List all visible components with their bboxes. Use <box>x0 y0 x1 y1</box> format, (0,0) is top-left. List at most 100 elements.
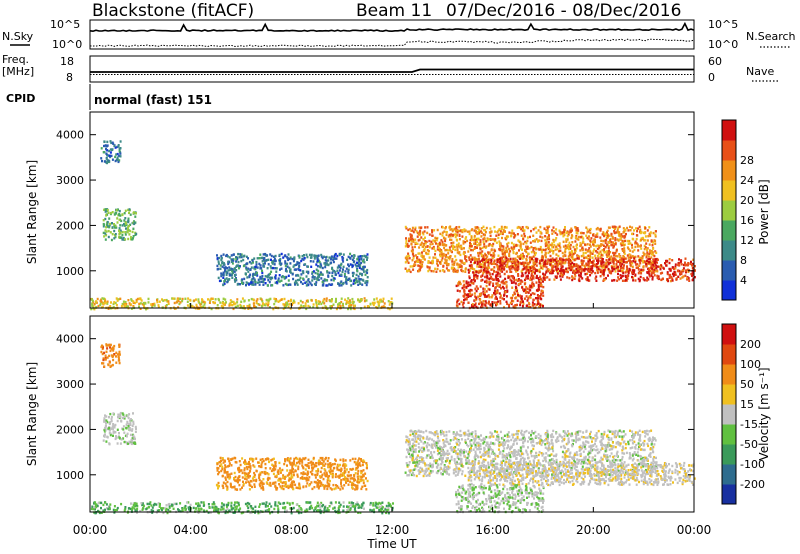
echo-cell-4 <box>627 247 630 251</box>
echo-cell-5 <box>529 258 532 261</box>
echo-cell-4 <box>586 243 589 246</box>
echo-cell-0 <box>324 506 326 509</box>
echo-cell-6 <box>487 302 490 305</box>
nave-tick-top: 60 <box>708 55 722 68</box>
echo-cell-4 <box>476 265 479 268</box>
echo-cell-5 <box>509 257 512 261</box>
echo-cell-3 <box>305 280 308 284</box>
echo-cell-4 <box>413 264 416 267</box>
echo-cell-0 <box>383 302 386 305</box>
echo-cell-2 <box>100 147 103 150</box>
echo-cell-1 <box>108 226 111 229</box>
echo-cell-4 <box>631 250 634 253</box>
echo-cell-6 <box>535 281 538 284</box>
echo-cell-5 <box>530 274 533 277</box>
echo-cell-6 <box>488 288 491 291</box>
echo-cell-1 <box>112 412 115 415</box>
echo-cell-4 <box>425 251 428 255</box>
echo-cell-4 <box>589 227 592 231</box>
echo-cell-1 <box>119 411 122 415</box>
echo-cell-4 <box>646 229 649 232</box>
echo-cell-2 <box>107 363 110 367</box>
echo-cell-4 <box>454 230 457 233</box>
echo-cell-0 <box>326 507 329 510</box>
echo-cell-4 <box>618 238 621 241</box>
echo-cell-6 <box>537 301 540 305</box>
echo-cell-3 <box>315 481 317 484</box>
echo-cell-6 <box>485 290 488 293</box>
echo-cell-4 <box>525 245 528 248</box>
echo-cell-3 <box>354 281 357 285</box>
echo-cell-0 <box>250 507 253 510</box>
echo-cell-4 <box>520 270 523 273</box>
echo-cell-2 <box>119 140 122 143</box>
echo-cell-0 <box>337 511 340 515</box>
echo-cell-3 <box>328 283 331 286</box>
echo-cell-4 <box>459 229 462 232</box>
echo-cell-0 <box>325 299 328 303</box>
echo-cell-0 <box>232 300 235 304</box>
echo-cell-0 <box>289 507 292 510</box>
echo-cell-5 <box>481 274 484 277</box>
echo-cell-4 <box>629 242 632 245</box>
echo-cell-4 <box>505 235 508 238</box>
echo-cell-0 <box>165 507 168 511</box>
echo-cell-0 <box>375 306 378 309</box>
echo-cell-0 <box>360 506 363 509</box>
echo-cell-4 <box>485 245 488 248</box>
echo-cell-4 <box>551 229 554 232</box>
echo-cell-5 <box>664 262 666 265</box>
echo-cell-4 <box>571 265 574 269</box>
echo-cell-0 <box>379 507 382 511</box>
echo-cell-5 <box>554 275 557 278</box>
echo-cell-0 <box>125 305 128 308</box>
echo-cell-5 <box>595 266 598 269</box>
echo-cell-3 <box>366 253 369 256</box>
echo-cell-3 <box>260 280 263 283</box>
echo-cell-0 <box>314 299 317 302</box>
echo-cell-3 <box>298 462 301 465</box>
echo-cell-4 <box>495 270 498 274</box>
echo-cell-5 <box>493 269 495 273</box>
echo-cell-0 <box>260 304 263 308</box>
echo-cell-4 <box>438 261 441 264</box>
echo-cell-2 <box>118 345 121 348</box>
echo-cell-4 <box>619 235 622 238</box>
echo-cell-5 <box>626 267 629 270</box>
echo-cell-1 <box>122 428 125 431</box>
echo-cell-3 <box>280 279 283 282</box>
echo-cell-4 <box>474 238 477 242</box>
echo-cell-5 <box>516 279 519 283</box>
echo-cell-4 <box>610 232 613 236</box>
echo-cell-5 <box>527 262 530 265</box>
echo-cell-4 <box>422 245 425 248</box>
echo-cell-4 <box>484 231 487 234</box>
echo-cell-4 <box>612 243 615 246</box>
echo-cell-1 <box>118 229 121 232</box>
echo-cell-4 <box>567 244 570 247</box>
echo-cell-3 <box>248 275 251 279</box>
echo-cell-6 <box>542 280 544 283</box>
echo-cell-0 <box>337 303 339 306</box>
echo-cell-0 <box>342 509 345 512</box>
echo-cell-0 <box>124 506 127 509</box>
echo-cell-3 <box>239 253 242 256</box>
echo-cell-5 <box>579 265 582 269</box>
echo-cell-3 <box>358 280 361 283</box>
echo-cell-5 <box>568 266 571 270</box>
echo-cell-4 <box>563 232 565 235</box>
echo-cell-3 <box>275 270 278 273</box>
echo-cell-4 <box>592 234 594 237</box>
echo-cell-4 <box>621 249 624 252</box>
echo-cell-4 <box>603 234 605 238</box>
echo-cell-4 <box>628 239 631 243</box>
echo-cell-0 <box>136 507 139 511</box>
echo-cell-5 <box>584 273 587 276</box>
echo-cell-6 <box>504 281 507 284</box>
echo-cell-4 <box>541 236 544 239</box>
echo-cell-3 <box>327 263 330 267</box>
echo-cell-0 <box>372 504 375 507</box>
echo-cell-5 <box>621 274 624 277</box>
echo-cell-4 <box>610 255 613 258</box>
echo-cell-6 <box>467 284 469 288</box>
